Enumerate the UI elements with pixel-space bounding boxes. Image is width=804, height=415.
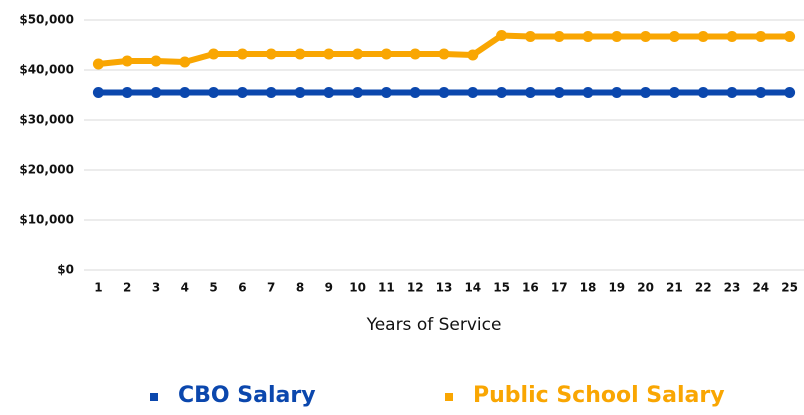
data-point xyxy=(236,48,248,60)
data-point xyxy=(496,30,508,41)
x-tick-label: 6 xyxy=(238,281,246,295)
data-point xyxy=(92,58,104,70)
x-tick-label: 20 xyxy=(637,281,654,295)
data-point xyxy=(409,87,421,98)
data-point xyxy=(121,87,133,98)
data-point xyxy=(409,48,421,60)
data-point xyxy=(236,87,248,98)
legend-marker xyxy=(150,393,158,401)
data-point xyxy=(265,87,277,98)
data-point xyxy=(179,56,191,68)
x-tick-label: 19 xyxy=(608,281,625,295)
y-tick-label: $20,000 xyxy=(19,163,74,177)
x-tick-label: 14 xyxy=(464,281,481,295)
x-axis-label: Years of Service xyxy=(366,315,502,335)
x-tick-label: 15 xyxy=(493,281,510,295)
data-point xyxy=(524,87,536,98)
y-tick-label: $40,000 xyxy=(19,63,74,77)
x-tick-label: 4 xyxy=(181,281,189,295)
data-point xyxy=(784,31,796,42)
data-point xyxy=(438,87,450,98)
data-point xyxy=(726,31,738,42)
data-point xyxy=(208,87,220,98)
data-point xyxy=(438,48,450,60)
data-point xyxy=(524,31,536,42)
data-point xyxy=(380,87,392,98)
data-point xyxy=(323,48,335,60)
x-tick-label: 22 xyxy=(695,281,712,295)
x-tick-label: 21 xyxy=(666,281,683,295)
x-tick-label: 24 xyxy=(752,281,769,295)
x-tick-label: 18 xyxy=(580,281,597,295)
data-point xyxy=(121,55,133,67)
legend-label: Public School Salary xyxy=(473,383,725,408)
y-tick-label: $30,000 xyxy=(19,113,74,127)
data-point xyxy=(697,87,709,98)
data-point xyxy=(150,55,162,67)
x-tick-label: 25 xyxy=(781,281,798,295)
x-tick-label: 16 xyxy=(522,281,539,295)
data-point xyxy=(668,87,680,98)
data-point xyxy=(582,31,594,42)
data-point xyxy=(294,48,306,60)
y-tick-label: $0 xyxy=(57,263,74,277)
data-point xyxy=(553,87,565,98)
data-point xyxy=(640,87,652,98)
x-tick-label: 9 xyxy=(325,281,333,295)
data-point xyxy=(92,87,104,98)
data-point xyxy=(265,48,277,60)
x-tick-label: 13 xyxy=(436,281,453,295)
x-tick-label: 2 xyxy=(123,281,131,295)
x-tick-label: 1 xyxy=(94,281,102,295)
data-point xyxy=(553,31,565,42)
data-point xyxy=(323,87,335,98)
data-point xyxy=(640,31,652,42)
legend-marker xyxy=(445,393,453,401)
data-point xyxy=(755,87,767,98)
x-tick-label: 12 xyxy=(407,281,424,295)
x-tick-label: 8 xyxy=(296,281,304,295)
x-tick-label: 23 xyxy=(724,281,741,295)
data-point xyxy=(668,31,680,42)
data-point xyxy=(380,48,392,60)
data-point xyxy=(179,87,191,98)
data-point xyxy=(467,49,479,61)
legend-label: CBO Salary xyxy=(178,383,316,408)
y-tick-label: $10,000 xyxy=(19,213,74,227)
data-point xyxy=(467,87,479,98)
x-tick-label: 17 xyxy=(551,281,568,295)
data-point xyxy=(726,87,738,98)
data-point xyxy=(755,31,767,42)
x-tick-label: 3 xyxy=(152,281,160,295)
x-tick-label: 10 xyxy=(349,281,366,295)
x-tick-label: 5 xyxy=(209,281,217,295)
data-point xyxy=(352,48,364,60)
data-point xyxy=(582,87,594,98)
data-point xyxy=(496,87,508,98)
x-tick-label: 7 xyxy=(267,281,275,295)
data-point xyxy=(208,48,220,60)
data-point xyxy=(697,31,709,42)
data-point xyxy=(611,87,623,98)
data-point xyxy=(611,31,623,42)
data-point xyxy=(150,87,162,98)
x-tick-label: 11 xyxy=(378,281,395,295)
data-point xyxy=(352,87,364,98)
data-point xyxy=(784,87,796,98)
data-point xyxy=(294,87,306,98)
y-tick-label: $50,000 xyxy=(19,13,74,27)
